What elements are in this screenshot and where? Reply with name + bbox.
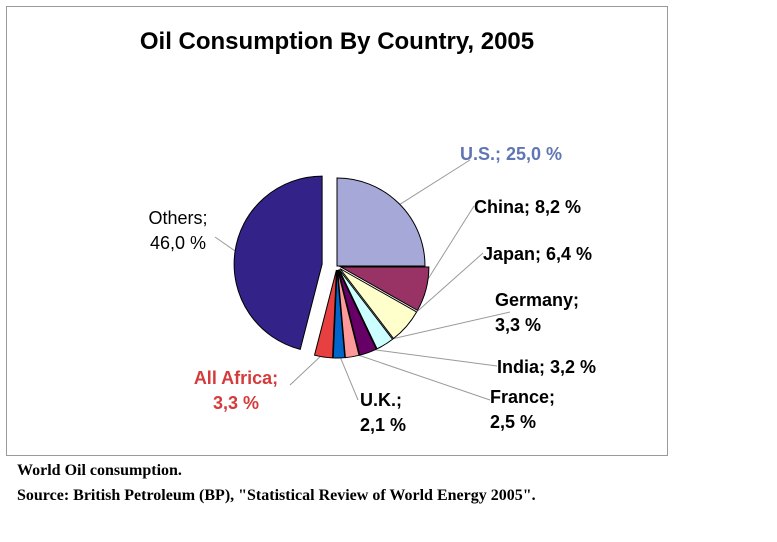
data-label: U.S.; 25,0 % <box>460 144 562 164</box>
data-label: Others; 46,0 % <box>148 208 207 253</box>
data-label: China; 8,2 % <box>474 197 581 217</box>
slice-labels: U.S.; 25,0 % China; 8,2 % Japan; 6,4 % Germ… <box>148 144 596 435</box>
pie-slices <box>233 175 430 359</box>
pie-slice-china <box>338 266 430 312</box>
figure-caption: World Oil consumption. <box>17 462 182 479</box>
pie-slice-others <box>233 175 323 350</box>
data-label: India; 3,2 % <box>497 357 596 377</box>
leader-line <box>421 205 475 289</box>
leader-line <box>351 352 491 401</box>
data-label: All Africa; 3,3 % <box>194 368 278 413</box>
data-label: France; 2,5 % <box>490 387 555 432</box>
data-label: U.K.; 2,1 % <box>360 390 406 435</box>
leader-line <box>366 348 498 367</box>
leader-line <box>338 353 359 401</box>
pie-slice-france <box>337 269 360 359</box>
pie-slice-u-s <box>336 177 426 267</box>
data-label: Japan; 6,4 % <box>483 244 592 264</box>
pie-slice-japan <box>339 268 418 340</box>
pie-slice-all-africa <box>313 269 337 359</box>
leader-line <box>289 352 325 386</box>
leader-line <box>382 311 511 342</box>
data-label: Germany; 3,3 % <box>495 290 579 335</box>
leader-line <box>396 159 471 208</box>
source-citation: Source: British Petroleum (BP), "Statist… <box>17 487 536 504</box>
chart-title: Oil Consumption By Country, 2005 <box>140 28 534 55</box>
pie-slice-u-k <box>332 269 346 359</box>
pie-slice-germany <box>338 269 394 350</box>
pie-slice-india <box>337 269 377 356</box>
